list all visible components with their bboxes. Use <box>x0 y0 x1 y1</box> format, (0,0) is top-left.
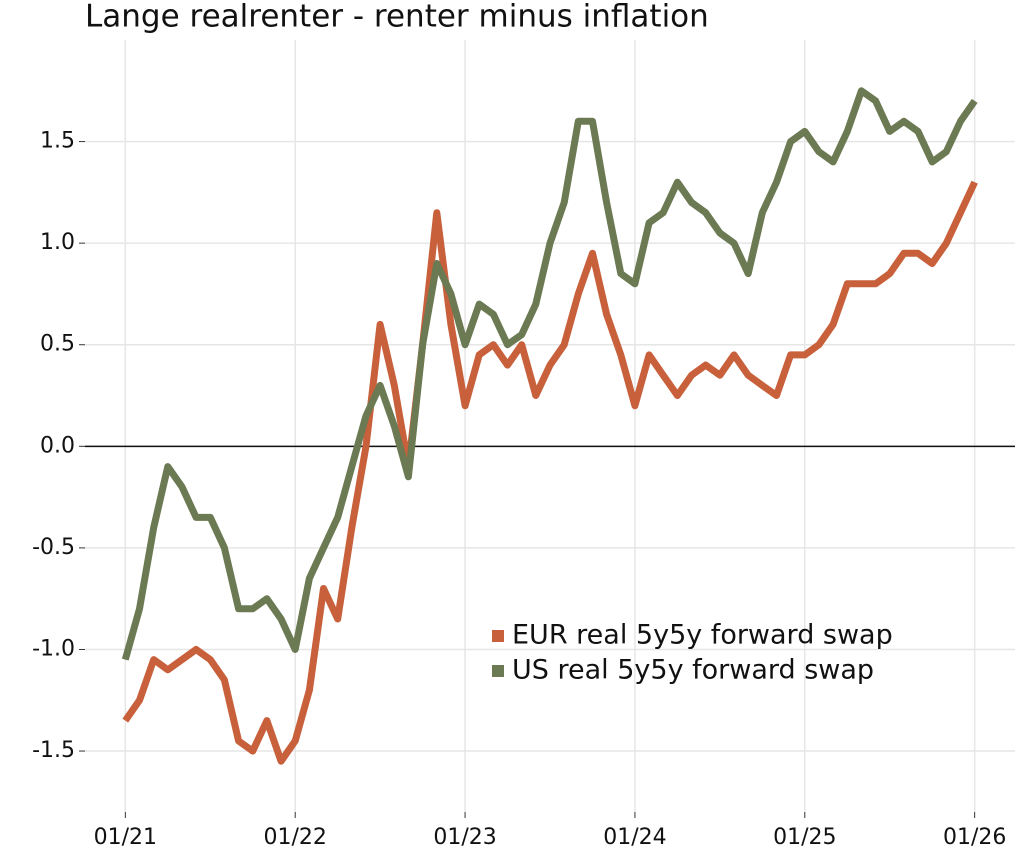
chart-title: Lange realrenter - renter minus inflatio… <box>85 0 709 35</box>
x-tick-label: 01/21 <box>94 825 157 850</box>
legend-label: EUR real 5y5y forward swap <box>512 620 893 651</box>
legend-swatch <box>492 630 504 642</box>
y-tick-label: 0.0 <box>40 433 75 458</box>
y-tick-label: 0.5 <box>40 332 75 357</box>
x-tick-label: 01/22 <box>264 825 327 850</box>
y-tick-label: 1.5 <box>40 129 75 154</box>
x-tick-label: 01/25 <box>773 825 836 850</box>
y-tick-label: -1.5 <box>32 738 75 763</box>
x-tick-label: 01/24 <box>603 825 666 850</box>
x-tick-label: 01/23 <box>433 825 496 850</box>
y-tick-label: -1.0 <box>32 636 75 661</box>
x-tick-label: 01/26 <box>943 825 1006 850</box>
legend-label: US real 5y5y forward swap <box>512 655 874 686</box>
data-line <box>121 87 978 661</box>
legend-swatch <box>492 665 504 677</box>
y-tick-label: 1.0 <box>40 230 75 255</box>
y-tick-label: -0.5 <box>32 535 75 560</box>
data-line <box>122 180 978 765</box>
